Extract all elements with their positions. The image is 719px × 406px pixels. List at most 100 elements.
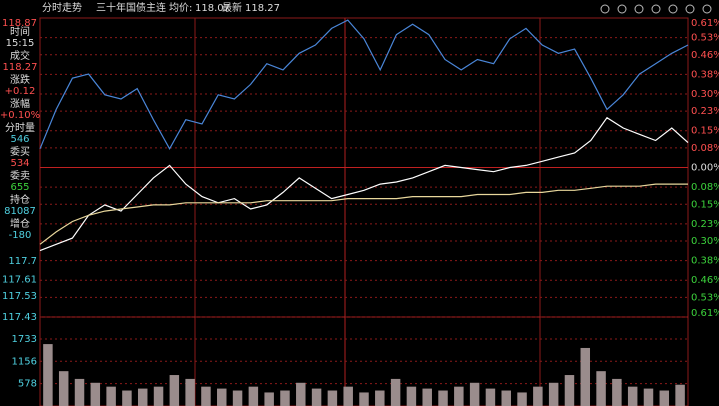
y2-tick-label: 0.23% — [691, 106, 719, 117]
last-label: 最新 — [222, 1, 242, 14]
y-tick-label: 117.7 — [8, 256, 37, 267]
tool-icon[interactable] — [668, 4, 678, 14]
volume-bar — [612, 378, 622, 406]
volume-bar — [406, 386, 417, 406]
info-value: -180 — [9, 230, 32, 241]
info-value: +0.12 — [5, 86, 36, 97]
info-label: 增仓 — [10, 217, 30, 230]
y2-tick-label: 0.61% — [691, 18, 719, 29]
volume-bar — [580, 347, 591, 406]
y2-tick-label: 0.15% — [691, 126, 719, 137]
volume-bar — [501, 390, 511, 406]
tool-icon[interactable] — [634, 4, 644, 14]
y2-tick-label: 0.08% — [691, 143, 719, 154]
y-tick-label: 117.43 — [2, 312, 37, 323]
volume-bar — [485, 388, 496, 406]
info-label: 涨幅 — [10, 97, 30, 110]
volume-bar — [280, 390, 290, 406]
volume-bar — [74, 378, 85, 406]
y-tick-label: 117.53 — [2, 291, 37, 302]
volume-bar — [43, 344, 53, 406]
info-value: 15:15 — [6, 38, 35, 49]
info-panel: 时间15:15成交118.27涨跌+0.12涨幅+0.10%分时量546委买53… — [0, 25, 40, 241]
y2-tick-label: 0.61% — [691, 308, 719, 319]
y2-tick-label: 0.53% — [691, 292, 719, 303]
volume-bar — [311, 388, 322, 406]
volume-bar — [596, 371, 606, 406]
price-line — [39, 19, 689, 151]
y2-tick-label: 0.08% — [691, 182, 719, 193]
y2-tick-label: 0.15% — [691, 199, 719, 210]
volume-bar — [564, 375, 575, 406]
price-line — [39, 116, 689, 252]
volume-bar — [375, 390, 385, 406]
volume-bar — [548, 382, 559, 406]
info-label: 分时量 — [5, 122, 35, 134]
info-label: 持仓 — [10, 193, 30, 206]
avg-value: 118.07 — [195, 3, 230, 14]
volume-bar — [643, 388, 654, 406]
volume-bar — [469, 382, 480, 406]
volume-bar — [533, 386, 543, 406]
tool-icon[interactable] — [600, 4, 610, 14]
y2-tick-label: 0.30% — [691, 89, 719, 100]
volume-bar — [359, 392, 369, 406]
info-label: 涨跌 — [10, 73, 30, 86]
y-tick-label: 1156 — [12, 356, 37, 367]
volume-bar — [153, 386, 164, 406]
info-value: 655 — [10, 182, 29, 193]
y-tick-label: 117.61 — [2, 275, 37, 286]
volume-bar — [627, 386, 638, 406]
symbol: 三十年国债主连 — [96, 1, 166, 14]
info-label: 委卖 — [10, 169, 30, 182]
volume-bar — [122, 390, 132, 406]
y-tick-label: 118.87 — [2, 18, 37, 29]
price-line — [39, 183, 688, 245]
y2-tick-label: 0.46% — [691, 275, 719, 286]
tool-icon[interactable] — [702, 4, 712, 14]
volume-bar — [185, 378, 195, 406]
y2-tick-label: 0.23% — [691, 219, 719, 230]
avg-label: 均价: — [169, 2, 192, 14]
info-value: +0.10% — [0, 110, 40, 121]
volume-bar — [422, 388, 432, 406]
volume-bar — [248, 386, 259, 406]
toolbar[interactable] — [600, 4, 712, 14]
tool-icon[interactable] — [617, 4, 627, 14]
volume-bar — [296, 382, 306, 406]
info-label: 委买 — [10, 145, 30, 158]
info-value: 81087 — [4, 206, 36, 217]
volume-bar — [217, 388, 227, 406]
volume-bar — [201, 386, 211, 406]
volume-bar — [232, 390, 243, 406]
volume-bar — [438, 390, 448, 406]
volume-bar — [169, 375, 180, 406]
y-tick-label: 1733 — [12, 334, 37, 345]
info-value: 534 — [10, 158, 29, 169]
volume-bar — [454, 386, 464, 406]
y2-tick-label: 0.00% — [691, 163, 719, 174]
y2-tick-label: 0.30% — [691, 236, 719, 247]
volume-bar — [390, 378, 401, 406]
tool-icon[interactable] — [685, 4, 695, 14]
volume-bar — [264, 392, 274, 406]
plot-frame — [39, 17, 689, 406]
volume-bar — [137, 388, 148, 406]
volume-bar — [517, 392, 527, 406]
volume-bar — [675, 384, 685, 406]
volume-bar — [90, 382, 101, 406]
info-value: 546 — [10, 134, 29, 145]
last-value: 118.27 — [245, 3, 280, 14]
panel-title: 分时走势 — [42, 1, 82, 14]
volume-bar — [343, 386, 353, 406]
info-label: 时间 — [10, 25, 30, 38]
y-tick-label: 578 — [18, 379, 37, 390]
volume-bar — [327, 390, 338, 406]
volume-bar — [58, 371, 69, 406]
volume-bar — [106, 386, 116, 406]
y2-tick-label: 0.38% — [691, 69, 719, 80]
y2-tick-label: 0.46% — [691, 50, 719, 61]
tool-icon[interactable] — [651, 4, 661, 14]
